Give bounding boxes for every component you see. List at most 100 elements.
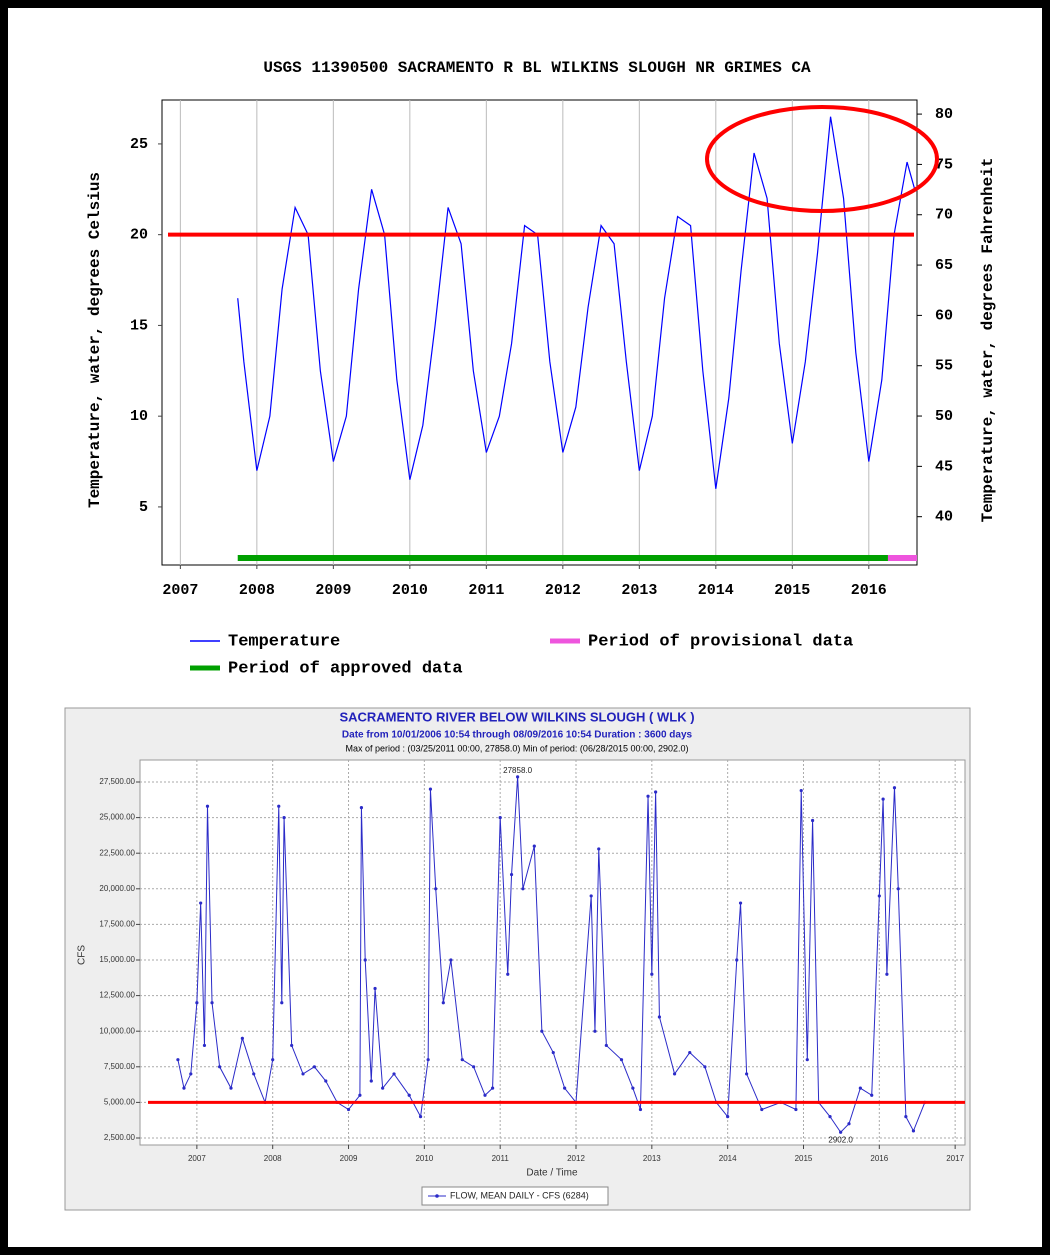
data-point — [509, 872, 514, 877]
data-point — [896, 887, 900, 891]
data-point — [312, 1065, 317, 1069]
data-point — [794, 1107, 798, 1112]
x-tick-label: 2015 — [774, 582, 810, 599]
data-point — [738, 901, 743, 905]
legend-label: FLOW, MEAN DAILY - CFS (6284) — [450, 1190, 589, 1200]
y2-tick-label: 65 — [935, 257, 953, 274]
data-point — [472, 1065, 476, 1069]
data-point — [428, 787, 433, 791]
data-point — [301, 1072, 305, 1076]
y2-tick-label: 40 — [935, 509, 953, 526]
data-point — [195, 1001, 199, 1005]
data-point — [589, 894, 593, 898]
y2-tick-label: 55 — [935, 358, 953, 375]
y-tick-label: 12,500.00 — [99, 991, 135, 1000]
data-point — [290, 1043, 294, 1048]
data-point — [597, 847, 601, 851]
y2-axis-label: Temperature, water, degrees Fahrenheit — [979, 158, 997, 523]
plot-area — [139, 759, 966, 1146]
y-axis-label: CFS — [77, 945, 88, 965]
data-point — [324, 1079, 328, 1083]
annotation: 2902.0 — [828, 1135, 853, 1144]
data-point — [407, 1093, 411, 1097]
data-point — [498, 815, 502, 820]
x-tick-label: 2012 — [567, 1154, 585, 1163]
data-point — [252, 1072, 256, 1076]
period-bar — [237, 555, 888, 561]
data-point — [426, 1058, 430, 1062]
x-tick-label: 2013 — [621, 582, 657, 599]
data-point — [189, 1072, 193, 1076]
y2-tick-label: 60 — [935, 307, 953, 324]
legend-box — [421, 1186, 609, 1206]
x-tick-label: 2010 — [392, 582, 428, 599]
data-point — [619, 1058, 624, 1062]
data-point — [182, 1086, 186, 1090]
data-point — [593, 1029, 597, 1033]
data-point — [506, 972, 510, 976]
data-point — [210, 1001, 214, 1005]
data-point — [847, 1122, 851, 1126]
data-point — [441, 1001, 445, 1005]
data-point — [199, 901, 203, 905]
data-point — [381, 1086, 385, 1090]
y-tick-label: 20,000.00 — [99, 884, 135, 893]
data-point — [483, 1093, 487, 1097]
x-tick-label: 2013 — [643, 1154, 661, 1163]
data-point — [839, 1130, 843, 1134]
x-tick-label: 2008 — [239, 582, 275, 599]
annotation: 27858.0 — [503, 766, 532, 775]
data-point — [638, 1107, 643, 1112]
legend-label: Period of provisional data — [588, 632, 853, 651]
data-point — [654, 790, 658, 794]
data-point — [688, 1050, 692, 1055]
data-point — [490, 1086, 495, 1090]
y-tick-label: 10,000.00 — [99, 1026, 135, 1035]
data-point — [703, 1065, 707, 1069]
x-tick-label: 2008 — [264, 1154, 282, 1163]
x-tick-label: 2009 — [315, 582, 351, 599]
data-point — [877, 894, 881, 898]
y-tick-label: 25 — [130, 136, 148, 153]
chart-subtitle: Date from 10/01/2006 10:54 through 08/09… — [342, 730, 693, 741]
data-point — [460, 1058, 464, 1062]
legend-swatch — [435, 1194, 439, 1198]
data-point — [280, 1001, 284, 1005]
data-point — [646, 794, 650, 798]
data-point — [202, 1043, 207, 1048]
data-point — [521, 887, 525, 891]
x-tick-label: 2010 — [415, 1154, 433, 1163]
y-tick-label: 10 — [130, 408, 148, 425]
data-point — [240, 1036, 244, 1040]
data-line — [237, 116, 916, 489]
data-point — [881, 797, 885, 801]
x-tick-label: 2015 — [795, 1154, 813, 1163]
x-tick-label: 2011 — [468, 582, 504, 599]
data-point — [359, 806, 364, 810]
data-point — [810, 818, 815, 823]
data-point — [604, 1043, 608, 1048]
data-point — [799, 788, 803, 793]
data-point — [760, 1107, 764, 1112]
data-line — [177, 776, 926, 1134]
data-point — [828, 1115, 832, 1119]
data-point — [358, 1093, 362, 1097]
data-point — [657, 1015, 662, 1019]
data-point — [735, 958, 739, 962]
x-tick-label: 2016 — [870, 1154, 888, 1163]
y-tick-label: 15 — [130, 317, 148, 334]
y-tick-label: 15,000.00 — [99, 955, 135, 964]
data-point — [892, 786, 897, 790]
data-point — [229, 1086, 233, 1090]
y2-tick-label: 75 — [935, 156, 953, 173]
data-point — [277, 804, 281, 808]
x-tick-label: 2017 — [946, 1154, 964, 1163]
data-point — [540, 1029, 544, 1033]
x-tick-label: 2012 — [545, 582, 581, 599]
x-tick-label: 2007 — [188, 1154, 206, 1163]
data-point — [418, 1115, 423, 1119]
highlight-ellipse — [705, 105, 939, 213]
y-tick-label: 5,000.00 — [104, 1098, 136, 1107]
x-tick-label: 2014 — [698, 582, 734, 599]
